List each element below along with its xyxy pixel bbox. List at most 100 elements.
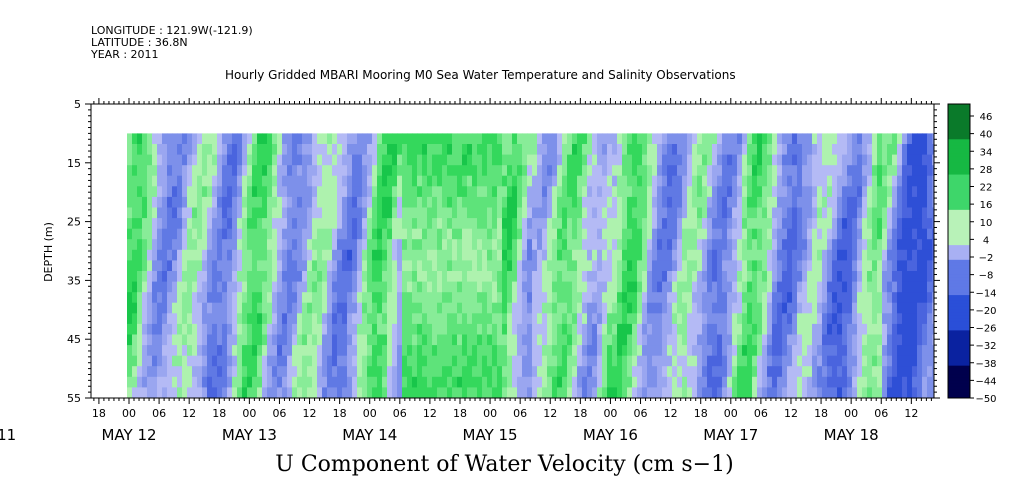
colorbar-band bbox=[948, 321, 970, 325]
heatmap-cell bbox=[197, 239, 203, 251]
heatmap-cell bbox=[892, 144, 898, 156]
heatmap-cell bbox=[632, 376, 638, 388]
heatmap-cell bbox=[532, 387, 538, 398]
heatmap-cell bbox=[602, 196, 608, 209]
heatmap-cell bbox=[597, 345, 603, 357]
heatmap-cell bbox=[442, 133, 448, 145]
heatmap-cell bbox=[257, 175, 263, 187]
heatmap-cell bbox=[242, 228, 248, 240]
heatmap-cell bbox=[907, 355, 913, 367]
heatmap-cell bbox=[187, 196, 193, 209]
heatmap-cell bbox=[627, 133, 633, 145]
heatmap-cell bbox=[922, 239, 928, 251]
heatmap-cell bbox=[672, 355, 678, 367]
heatmap-cell bbox=[867, 313, 873, 325]
heatmap-cell bbox=[307, 313, 313, 325]
heatmap-cell bbox=[262, 196, 268, 209]
heatmap-cell bbox=[537, 345, 543, 357]
heatmap-cell bbox=[507, 271, 513, 283]
heatmap-cell bbox=[227, 302, 233, 314]
heatmap-cell bbox=[852, 239, 858, 251]
heatmap-cell bbox=[537, 313, 543, 325]
heatmap-cell bbox=[732, 207, 738, 219]
heatmap-cell bbox=[872, 376, 878, 388]
heatmap-cell bbox=[152, 175, 158, 187]
heatmap-cell bbox=[612, 133, 618, 145]
heatmap-cell bbox=[877, 186, 883, 198]
heatmap-cell bbox=[902, 345, 908, 357]
heatmap-cell bbox=[647, 271, 653, 283]
heatmap-cell bbox=[927, 271, 933, 283]
heatmap-cell bbox=[932, 355, 934, 367]
heatmap-cell bbox=[302, 292, 308, 304]
heatmap-cell bbox=[312, 154, 318, 166]
heatmap-cell bbox=[602, 323, 608, 336]
colorbar-label: −2 bbox=[979, 253, 994, 264]
heatmap-cell bbox=[782, 154, 788, 166]
heatmap-cell bbox=[782, 345, 788, 357]
heatmap-cell bbox=[787, 302, 793, 314]
heatmap-cell bbox=[557, 196, 563, 209]
heatmap-cell bbox=[687, 355, 693, 367]
heatmap-cell bbox=[512, 154, 518, 166]
heatmap-cell bbox=[837, 398, 843, 409]
heatmap-cell bbox=[552, 281, 558, 293]
colorbar-band bbox=[948, 283, 970, 287]
heatmap-cell bbox=[672, 133, 678, 145]
heatmap-cell bbox=[777, 239, 783, 251]
heatmap-cell bbox=[672, 345, 678, 357]
heatmap-cell bbox=[617, 165, 623, 177]
heatmap-cell bbox=[497, 281, 503, 293]
heatmap-cell bbox=[792, 249, 798, 261]
heatmap-cell bbox=[507, 313, 513, 325]
heatmap-cell bbox=[422, 196, 428, 209]
heatmap-cell bbox=[927, 281, 933, 293]
heatmap-cell bbox=[437, 345, 443, 357]
heatmap-cell bbox=[187, 302, 193, 314]
heatmap-cell bbox=[577, 260, 583, 272]
heatmap-cell bbox=[787, 323, 793, 336]
heatmap-cell bbox=[282, 260, 288, 272]
heatmap-cell bbox=[657, 218, 663, 230]
heatmap-cell bbox=[632, 323, 638, 336]
heatmap-cell bbox=[312, 271, 318, 283]
heatmap-cell bbox=[822, 196, 828, 209]
x-date-label: MAY 16 bbox=[583, 426, 638, 444]
heatmap-cell bbox=[632, 355, 638, 367]
heatmap-cell bbox=[737, 186, 743, 198]
heatmap-cell bbox=[902, 249, 908, 261]
colorbar-band bbox=[948, 356, 970, 361]
heatmap-cell bbox=[592, 133, 598, 145]
heatmap-cell bbox=[542, 302, 548, 314]
heatmap-cell bbox=[442, 313, 448, 325]
heatmap-cell bbox=[927, 387, 933, 398]
heatmap-cell bbox=[232, 345, 238, 357]
heatmap-cell bbox=[137, 376, 143, 388]
heatmap-cell bbox=[647, 196, 653, 209]
heatmap-cell bbox=[202, 133, 208, 145]
heatmap-cell bbox=[382, 355, 388, 367]
heatmap-cell bbox=[637, 292, 643, 304]
heatmap-cell bbox=[932, 281, 934, 293]
heatmap-cell bbox=[927, 334, 933, 346]
heatmap-cell bbox=[892, 366, 898, 378]
heatmap-cell bbox=[412, 239, 418, 251]
heatmap-cell bbox=[662, 260, 668, 272]
heatmap-cell bbox=[492, 175, 498, 187]
heatmap-cell bbox=[892, 355, 898, 367]
heatmap-cell bbox=[522, 334, 528, 346]
heatmap-cell bbox=[617, 186, 623, 198]
heatmap-cell bbox=[407, 387, 413, 398]
heatmap-cell bbox=[277, 313, 283, 325]
heatmap-cell bbox=[427, 144, 433, 156]
heatmap-cell bbox=[362, 239, 368, 251]
heatmap-cell bbox=[872, 144, 878, 156]
heatmap-cell bbox=[707, 196, 713, 209]
heatmap-cell bbox=[852, 154, 858, 166]
heatmap-cell bbox=[197, 292, 203, 304]
heatmap-cell bbox=[832, 239, 838, 251]
heatmap-cell bbox=[527, 313, 533, 325]
heatmap-cell bbox=[367, 239, 373, 251]
heatmap-cell bbox=[422, 313, 428, 325]
heatmap-cell bbox=[867, 133, 873, 145]
